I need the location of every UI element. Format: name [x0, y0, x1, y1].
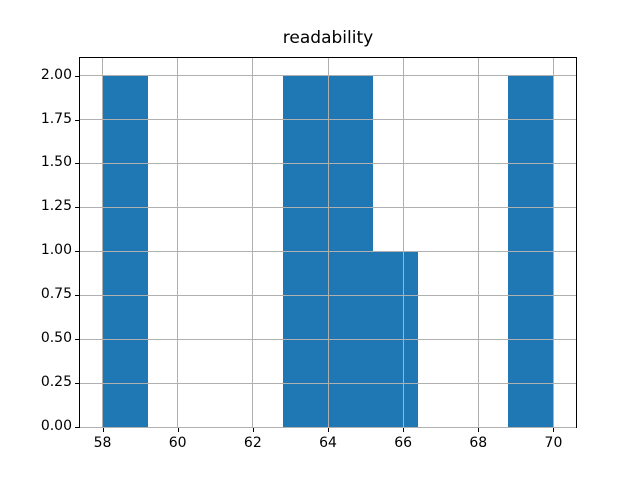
y-axis-tick: [75, 295, 79, 297]
y-axis-tick: [75, 75, 79, 77]
x-tick-label: 58: [93, 435, 112, 451]
y-axis-tick: [75, 383, 79, 385]
y-axis-tick: [75, 163, 79, 165]
y-axis-tick: [75, 339, 79, 341]
x-tick-label: 68: [469, 435, 488, 451]
x-axis-tick: [252, 428, 254, 432]
horizontal-gridline: [80, 119, 576, 120]
x-axis-tick: [553, 428, 555, 432]
y-tick-label: 1.25: [40, 198, 72, 215]
horizontal-gridline: [80, 382, 576, 384]
x-tick-label: 60: [168, 435, 187, 451]
horizontal-gridline: [80, 75, 576, 77]
horizontal-gridline: [80, 206, 576, 208]
x-axis-tick: [403, 428, 405, 432]
x-axis-tick: [478, 428, 480, 432]
horizontal-gridline: [80, 162, 576, 164]
x-tick-label: 64: [319, 435, 337, 451]
vertical-gridline: [552, 58, 554, 427]
y-tick-label: 0.25: [40, 374, 72, 391]
chart-title: readability: [282, 28, 374, 48]
vertical-gridline: [177, 58, 179, 427]
horizontal-gridline: [80, 250, 576, 252]
x-axis-tick: [328, 428, 329, 432]
y-axis-tick: [75, 251, 79, 253]
y-tick-label: 0.00: [40, 418, 72, 434]
vertical-gridline: [252, 58, 254, 427]
y-tick-label: 1.50: [40, 154, 72, 171]
x-axis-tick: [102, 428, 104, 432]
horizontal-gridline: [80, 426, 576, 428]
x-tick-label: 62: [243, 435, 262, 451]
y-tick-label: 2.00: [40, 66, 72, 83]
horizontal-gridline: [80, 294, 576, 296]
vertical-gridline: [102, 58, 104, 427]
plot-area: [79, 57, 577, 428]
vertical-gridline: [402, 58, 404, 427]
y-tick-label: 1.75: [40, 110, 72, 127]
x-tick-label: 66: [394, 435, 413, 451]
y-axis-tick: [75, 119, 79, 121]
y-tick-label: 1.00: [40, 242, 72, 259]
horizontal-gridline: [80, 338, 576, 340]
y-axis-tick: [75, 207, 79, 209]
vertical-gridline: [327, 58, 329, 427]
y-tick-label: 0.50: [40, 330, 72, 347]
y-axis-tick: [75, 427, 79, 428]
y-tick-label: 0.75: [40, 286, 72, 303]
x-tick-label: 70: [544, 435, 563, 451]
x-axis-tick: [177, 428, 179, 432]
vertical-gridline: [477, 58, 479, 427]
